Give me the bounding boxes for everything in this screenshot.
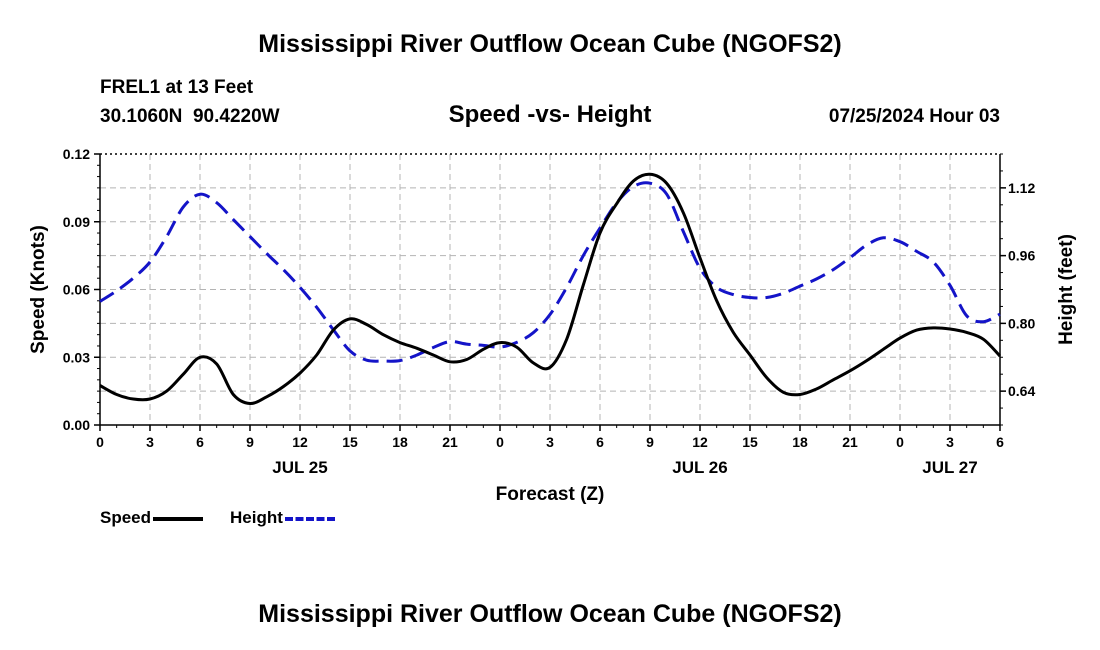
x-tick-label: 12 <box>692 434 708 450</box>
y2-tick-label: 0.64 <box>1008 383 1035 399</box>
x-tick-label: 3 <box>946 434 954 450</box>
legend-speed-label: Speed <box>100 508 152 527</box>
x-tick-label: 12 <box>292 434 308 450</box>
legend-height-label: Height <box>230 508 283 527</box>
x-tick-label: 3 <box>546 434 554 450</box>
y-tick-label: 0.03 <box>63 349 90 365</box>
station-label: FREL1 at 13 Feet <box>100 77 254 98</box>
height-series-line <box>99 181 1001 363</box>
x-tick-label: 18 <box>392 434 408 450</box>
x-tick-label: 15 <box>742 434 758 450</box>
y2-tick-label: 0.96 <box>1008 248 1035 264</box>
x-tick-label: 3 <box>146 434 154 450</box>
legend-speed-swatch <box>153 516 204 521</box>
x-tick-label: 21 <box>842 434 858 450</box>
legend-height-swatch <box>284 516 335 521</box>
chart-title-bottom: Mississippi River Outflow Ocean Cube (NG… <box>258 600 842 628</box>
x-day-label: JUL 25 <box>272 458 327 477</box>
x-tick-label: 0 <box>96 434 104 450</box>
y-tick-label: 0.12 <box>63 146 90 162</box>
y-axis-title: Speed (Knots) <box>28 225 49 354</box>
x-tick-label: 6 <box>196 434 204 450</box>
legend-height: Height <box>230 508 335 528</box>
y2-axis-title: Height (feet) <box>1056 234 1077 345</box>
plot-subtitle: Speed -vs- Height <box>448 101 652 128</box>
x-tick-label: 9 <box>646 434 654 450</box>
x-tick-label: 18 <box>792 434 808 450</box>
x-tick-label: 0 <box>896 434 904 450</box>
y2-tick-label: 0.80 <box>1008 315 1035 331</box>
legend-speed: Speed <box>100 508 204 528</box>
y-tick-label: 0.09 <box>63 214 90 230</box>
y-tick-label: 0.00 <box>63 417 90 433</box>
x-tick-label: 6 <box>996 434 1004 450</box>
speed-series-line <box>99 172 1002 406</box>
x-tick-label: 0 <box>496 434 504 450</box>
x-tick-label: 15 <box>342 434 358 450</box>
y-tick-label: 0.06 <box>63 282 90 298</box>
x-axis-title: Forecast (Z) <box>496 484 605 505</box>
y2-tick-label: 1.12 <box>1008 180 1035 196</box>
x-tick-label: 6 <box>596 434 604 450</box>
forecast-datetime: 07/25/2024 Hour 03 <box>828 106 1000 127</box>
chart-title-top: Mississippi River Outflow Ocean Cube (NG… <box>258 30 842 58</box>
x-day-label: JUL 26 <box>672 458 727 477</box>
station-coordinates: 30.1060N 90.4220W <box>100 106 280 127</box>
x-tick-label: 9 <box>246 434 254 450</box>
x-tick-label: 21 <box>442 434 458 450</box>
x-day-label: JUL 27 <box>922 458 977 477</box>
